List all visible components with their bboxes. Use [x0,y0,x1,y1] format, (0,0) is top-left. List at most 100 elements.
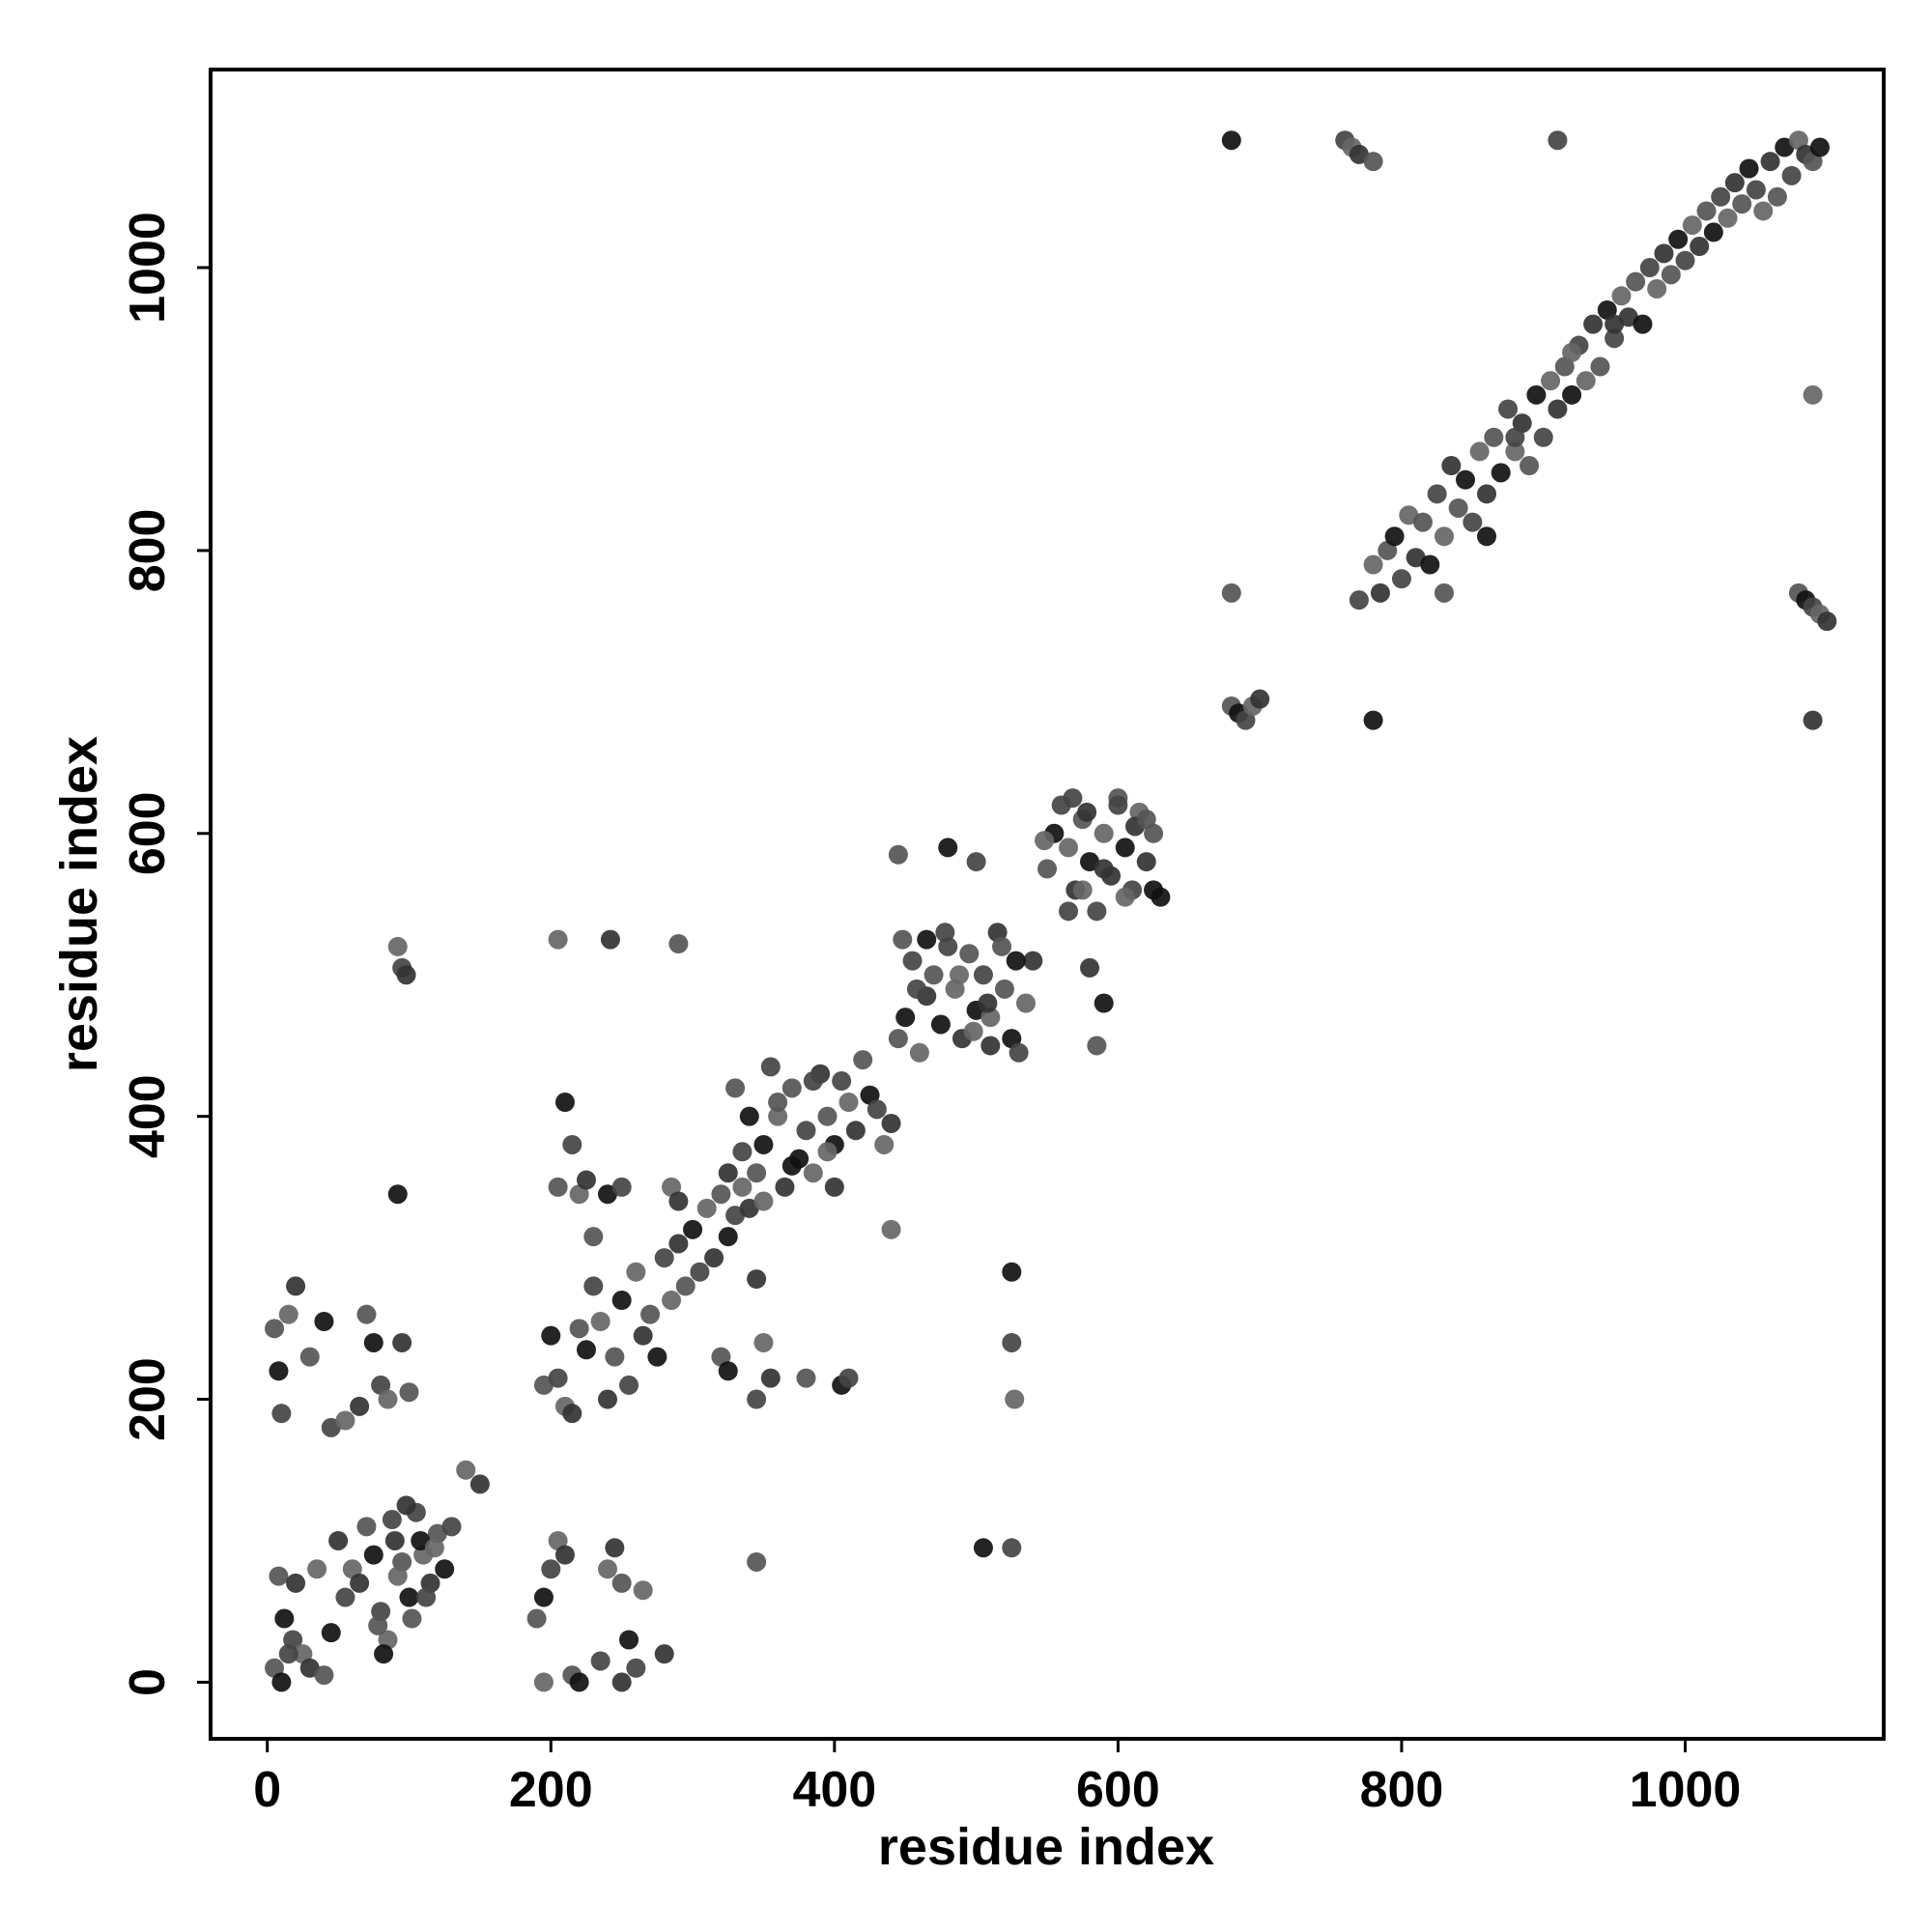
data-point [1463,512,1483,532]
data-point [1221,582,1241,603]
data-point [1108,795,1128,815]
data-point [704,1248,724,1268]
data-point [1059,901,1079,922]
data-point [1711,186,1731,207]
data-point [838,1368,859,1388]
data-point [424,1538,444,1558]
data-point [619,1630,639,1650]
data-point [881,1113,901,1133]
data-point [1023,951,1043,971]
data-point [753,1191,774,1211]
data-point [576,1170,596,1190]
data-point [654,1248,674,1268]
data-point [747,1551,767,1572]
data-point [1817,611,1837,632]
y-tick-label: 1000 [120,212,176,324]
data-point [1661,265,1681,285]
data-point [1009,1042,1029,1063]
x-tick-label: 800 [1360,1762,1444,1818]
data-point [399,1587,419,1607]
data-point [1469,441,1490,462]
data-point [363,1545,384,1565]
data-point [874,1134,895,1154]
data-point [1115,887,1135,907]
data-point [662,1291,682,1311]
data-point [654,1644,674,1664]
data-point [992,936,1012,956]
data-point [286,1276,306,1296]
x-axis-title: residue index [878,1818,1214,1876]
data-point [994,979,1014,999]
data-point [732,1177,753,1197]
data-point [633,1325,653,1346]
data-point [1080,957,1100,978]
data-point [1690,237,1710,257]
data-point [980,1036,1001,1056]
data-point [853,1050,873,1070]
data-point [1391,569,1411,589]
data-point [1753,201,1774,221]
data-point [278,1304,298,1324]
data-point [739,1106,759,1126]
data-point [973,965,993,985]
data-point [1611,286,1632,306]
data-point [387,1566,408,1586]
data-point [611,1573,632,1593]
data-point [1087,1036,1107,1056]
data-point [399,1382,419,1403]
data-point [768,1106,788,1126]
data-point [1703,222,1723,242]
data-point [314,1665,334,1686]
data-point [605,1347,625,1367]
data-point [747,1269,767,1290]
data-point [768,1093,788,1113]
data-point [441,1517,462,1537]
data-point [590,1651,611,1671]
data-point [668,1191,689,1211]
data-point [817,1142,838,1162]
data-point [1035,831,1055,851]
data-point [1541,371,1561,391]
data-point [963,1021,983,1041]
data-point [1767,186,1787,207]
data-point [1605,328,1625,349]
data-point [796,1121,816,1141]
data-point [569,1672,589,1692]
data-point [668,934,689,954]
data-point [760,1368,781,1388]
data-point [384,1530,405,1550]
data-point [526,1608,547,1629]
data-point [396,965,416,985]
data-point [711,1184,731,1205]
plot-frame [209,68,1886,1741]
data-point [1633,314,1653,334]
data-point [1760,152,1780,172]
data-point [554,1093,575,1113]
data-point [888,844,908,865]
data-point [633,1580,653,1601]
data-point [978,993,998,1013]
data-point [1077,802,1097,822]
data-point [554,1545,575,1565]
data-point [396,1495,416,1516]
data-point [611,1291,632,1311]
data-point [392,1332,412,1352]
data-point [1562,384,1582,405]
data-point [668,1234,689,1254]
x-tick-label: 600 [1076,1762,1160,1818]
data-point [1094,823,1114,843]
data-point [747,1389,767,1409]
data-point [753,1332,774,1352]
data-point [1072,880,1093,900]
data-point [881,1219,901,1239]
data-point [1005,1389,1025,1409]
data-point [1746,180,1766,200]
data-point [747,1163,767,1183]
data-point [1590,356,1610,377]
data-point [1477,526,1497,547]
data-point [683,1219,703,1239]
data-point [469,1474,490,1494]
data-point [1434,526,1454,547]
data-point [269,1361,289,1381]
